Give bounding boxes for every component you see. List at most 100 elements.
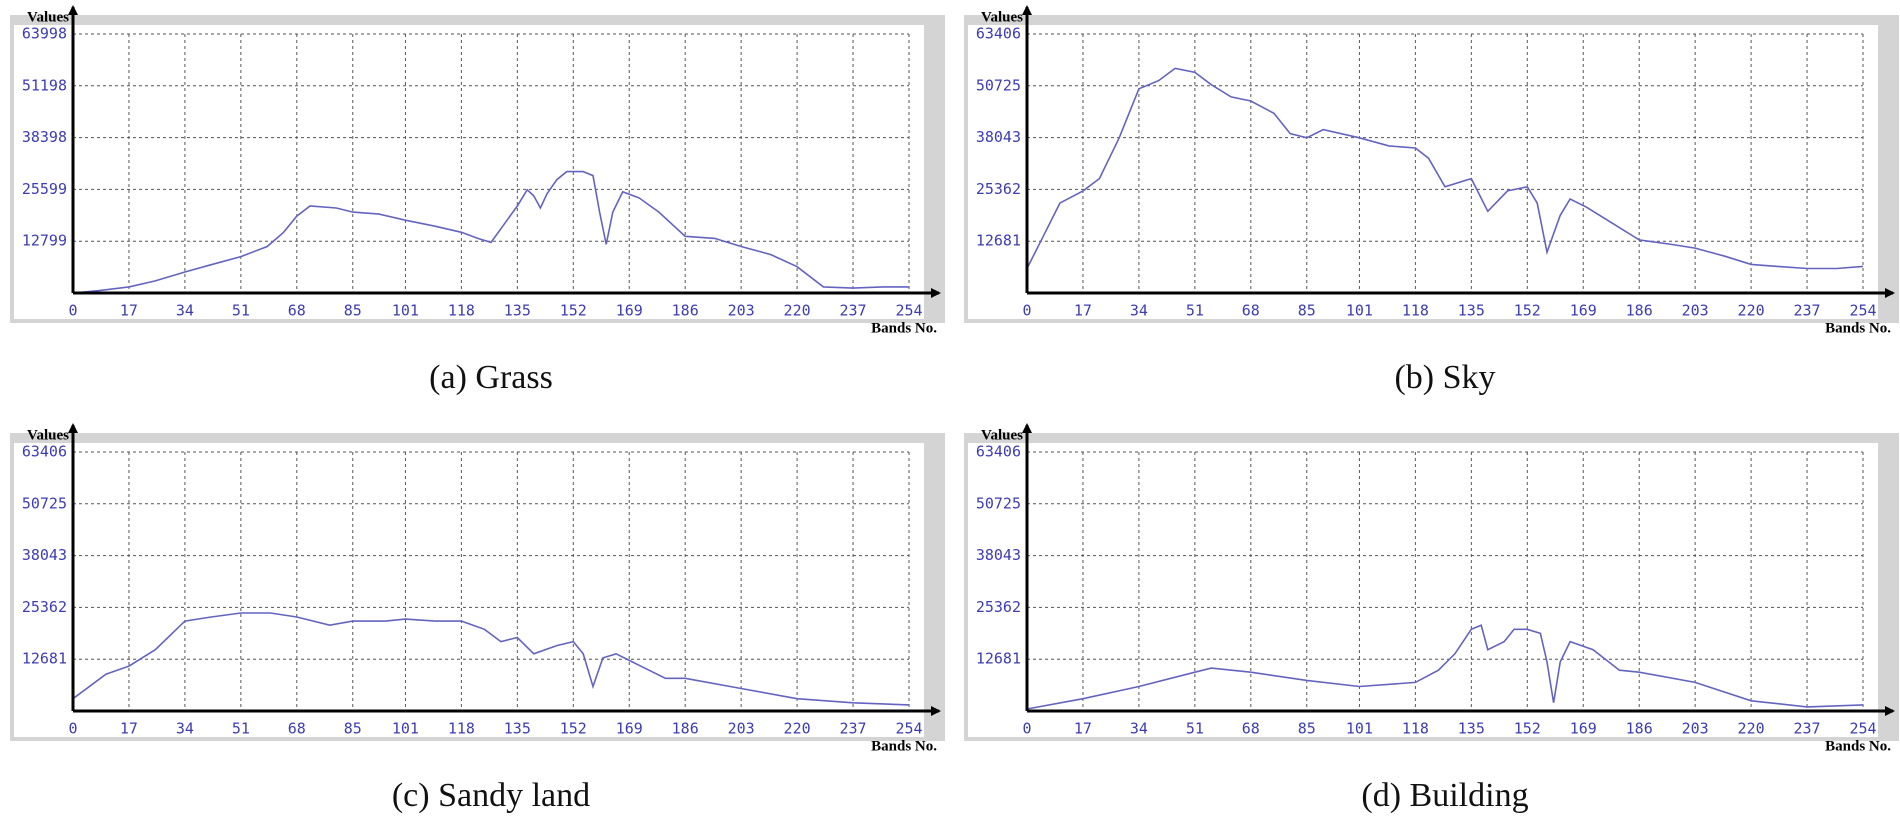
y-tick-label: 63406 xyxy=(976,443,1021,461)
y-tick-label: 38043 xyxy=(22,546,67,564)
x-tick-label: 152 xyxy=(560,302,587,320)
x-tick-label: 220 xyxy=(784,302,811,320)
y-tick-label: 63406 xyxy=(976,25,1021,43)
y-axis-label: Values xyxy=(981,9,1023,25)
y-tick-label: 63998 xyxy=(22,25,67,43)
x-tick-label: 237 xyxy=(1794,720,1821,738)
x-tick-label: 203 xyxy=(1682,302,1709,320)
panel: 12681 25362 38043 50725 63406 0 17 34 51 68 85 101 1… xyxy=(10,423,945,814)
x-tick-label: 254 xyxy=(895,302,922,320)
x-axis-label: Bands No. xyxy=(871,738,937,754)
x-tick-label: 68 xyxy=(288,720,306,738)
y-tick-label: 50725 xyxy=(22,494,67,512)
x-tick-label: 220 xyxy=(1738,720,1765,738)
x-tick-label: 152 xyxy=(560,720,587,738)
x-tick-label: 85 xyxy=(1298,302,1316,320)
x-tick-label: 68 xyxy=(1242,720,1260,738)
x-tick-label: 186 xyxy=(1626,720,1653,738)
x-tick-label: 51 xyxy=(232,720,250,738)
y-tick-label: 12681 xyxy=(976,650,1021,668)
x-tick-label: 135 xyxy=(1458,302,1485,320)
x-tick-label: 34 xyxy=(176,302,194,320)
x-tick-label: 101 xyxy=(392,302,419,320)
x-tick-label: 85 xyxy=(1298,720,1316,738)
x-tick-label: 203 xyxy=(1682,720,1709,738)
x-tick-label: 101 xyxy=(1346,302,1373,320)
x-tick-label: 85 xyxy=(344,302,362,320)
x-tick-label: 220 xyxy=(1738,302,1765,320)
x-tick-label: 51 xyxy=(1186,720,1204,738)
y-tick-label: 25599 xyxy=(22,180,67,198)
panel: 12799 25599 38398 51198 63998 0 17 34 51 68 85 101 1… xyxy=(10,5,945,396)
x-tick-label: 135 xyxy=(1458,720,1485,738)
x-tick-label: 186 xyxy=(672,302,699,320)
plot-bg xyxy=(968,25,1878,319)
x-tick-label: 118 xyxy=(448,302,475,320)
x-tick-label: 0 xyxy=(68,302,77,320)
x-tick-label: 220 xyxy=(784,720,811,738)
x-tick-label: 118 xyxy=(448,720,475,738)
x-tick-label: 17 xyxy=(120,302,138,320)
panel: 12681 25362 38043 50725 63406 0 17 34 51 68 85 101 1… xyxy=(964,5,1899,396)
y-tick-label: 51198 xyxy=(22,76,67,94)
y-tick-label: 12799 xyxy=(22,232,67,250)
plot-bg xyxy=(14,25,924,319)
caption: (b) Sky xyxy=(1394,359,1495,396)
data-line xyxy=(72,170,909,294)
x-tick-label: 152 xyxy=(1514,720,1541,738)
x-tick-label: 101 xyxy=(1346,720,1373,738)
x-tick-label: 237 xyxy=(1794,302,1821,320)
x-tick-label: 169 xyxy=(1570,720,1597,738)
panel: 12681 25362 38043 50725 63406 0 17 34 51 68 85 101 1… xyxy=(964,423,1899,814)
x-axis-label: Bands No. xyxy=(871,320,937,336)
x-tick-label: 118 xyxy=(1402,302,1429,320)
x-tick-label: 118 xyxy=(1402,720,1429,738)
data-line xyxy=(1026,67,1864,270)
x-tick-label: 51 xyxy=(1186,302,1204,320)
x-tick-label: 169 xyxy=(616,720,643,738)
x-tick-label: 254 xyxy=(1849,302,1876,320)
y-axis-label: Values xyxy=(981,427,1023,443)
y-axis-label: Values xyxy=(27,427,69,443)
x-tick-label: 17 xyxy=(1074,302,1092,320)
x-tick-label: 85 xyxy=(344,720,362,738)
x-tick-label: 237 xyxy=(840,720,867,738)
x-axis-label: Bands No. xyxy=(1825,320,1891,336)
y-tick-label: 25362 xyxy=(976,598,1021,616)
y-tick-label: 38398 xyxy=(22,128,67,146)
y-tick-label: 38043 xyxy=(976,128,1021,146)
x-tick-label: 17 xyxy=(1074,720,1092,738)
caption: (c) Sandy land xyxy=(392,777,590,814)
x-tick-label: 135 xyxy=(504,302,531,320)
x-tick-label: 68 xyxy=(288,302,306,320)
x-tick-label: 34 xyxy=(1130,302,1148,320)
x-tick-label: 101 xyxy=(392,720,419,738)
plot-bg xyxy=(968,443,1878,737)
caption: (d) Building xyxy=(1361,777,1528,814)
y-tick-label: 12681 xyxy=(976,232,1021,250)
y-tick-label: 25362 xyxy=(22,598,67,616)
x-tick-label: 254 xyxy=(895,720,922,738)
x-tick-label: 51 xyxy=(232,302,250,320)
x-tick-label: 68 xyxy=(1242,302,1260,320)
y-tick-label: 50725 xyxy=(976,76,1021,94)
y-tick-label: 38043 xyxy=(976,546,1021,564)
x-tick-label: 0 xyxy=(68,720,77,738)
x-tick-label: 254 xyxy=(1849,720,1876,738)
x-tick-label: 169 xyxy=(616,302,643,320)
y-tick-label: 25362 xyxy=(976,180,1021,198)
y-axis-label: Values xyxy=(27,9,69,25)
x-tick-label: 0 xyxy=(1022,720,1031,738)
x-tick-label: 237 xyxy=(840,302,867,320)
data-line xyxy=(72,612,910,706)
y-tick-label: 12681 xyxy=(22,650,67,668)
data-line xyxy=(1026,624,1864,710)
x-tick-label: 203 xyxy=(728,720,755,738)
x-tick-label: 135 xyxy=(504,720,531,738)
x-tick-label: 186 xyxy=(672,720,699,738)
plot-bg xyxy=(14,443,924,737)
y-tick-label: 63406 xyxy=(22,443,67,461)
caption: (a) Grass xyxy=(429,359,553,396)
x-tick-label: 34 xyxy=(176,720,194,738)
